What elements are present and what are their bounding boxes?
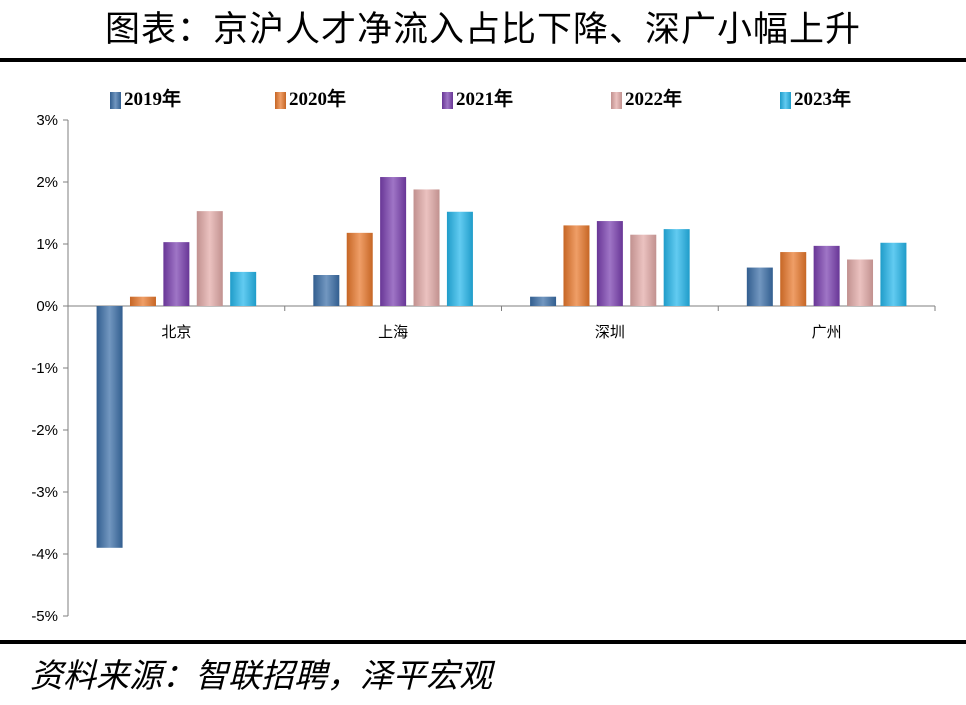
bar-2020年-广州 — [780, 252, 807, 306]
bar-2019年-北京 — [96, 306, 123, 548]
y-tick-label: -4% — [31, 546, 58, 563]
bar-2021年-北京 — [163, 242, 190, 306]
bar-2021年-广州 — [813, 245, 840, 306]
legend-item: 2019年 — [110, 86, 181, 114]
bar-2019年-上海 — [313, 275, 340, 306]
legend-label: 2022年 — [625, 89, 683, 110]
category-label: 深圳 — [595, 323, 625, 341]
bar-2022年-北京 — [196, 211, 223, 306]
bar-2023年-上海 — [446, 211, 473, 306]
bar-2023年-广州 — [880, 242, 907, 306]
bar-chart: 3% 2% 1% 0% -1% -2% -3% -4% -5% 北京 上海 深圳 广州 — [31, 112, 936, 625]
bar-2023年-深圳 — [663, 229, 690, 306]
bar-2019年-深圳 — [530, 296, 557, 306]
bar-2020年-深圳 — [563, 225, 590, 306]
y-tick-label: 2% — [36, 174, 58, 191]
legend-label: 2021年 — [456, 89, 514, 110]
bar-2022年-上海 — [413, 189, 440, 306]
legend-label: 2023年 — [794, 89, 852, 110]
chart-title: 图表：京沪人才净流入占比下降、深广小幅上升 — [104, 10, 861, 50]
legend-label: 2020年 — [289, 89, 347, 110]
category-label: 上海 — [378, 323, 408, 341]
bar-2020年-上海 — [346, 232, 373, 306]
legend-item: 2021年 — [442, 86, 513, 114]
bar-2020年-北京 — [129, 296, 156, 306]
legend-swatch — [110, 91, 121, 109]
legend-swatch — [275, 91, 286, 109]
legend-swatch — [611, 91, 622, 109]
category-label: 广州 — [812, 323, 842, 341]
y-tick-label: 0% — [36, 298, 58, 315]
source-note: 资料来源：智联招聘，泽平宏观 — [30, 656, 492, 695]
legend: 2019年 2020年 2021年 2022年 2023年 — [0, 86, 966, 114]
bottom-divider — [0, 640, 966, 644]
category-label: 北京 — [161, 323, 191, 341]
y-tick-label: -5% — [31, 608, 58, 625]
y-tick-label: -1% — [31, 360, 58, 377]
y-tick-label: 3% — [36, 112, 58, 129]
bar-2022年-深圳 — [630, 234, 657, 306]
y-tick-label: -3% — [31, 484, 58, 501]
bar-2021年-深圳 — [596, 221, 623, 306]
bar-2021年-上海 — [380, 177, 407, 306]
legend-item: 2020年 — [275, 86, 346, 114]
legend-item: 2023年 — [780, 86, 851, 114]
bar-2023年-北京 — [230, 271, 257, 306]
y-tick-label: -2% — [31, 422, 58, 439]
legend-swatch — [442, 91, 453, 109]
legend-item: 2022年 — [611, 86, 682, 114]
top-divider — [0, 58, 966, 62]
bar-2022年-广州 — [847, 259, 874, 306]
bar-2019年-广州 — [746, 267, 773, 306]
legend-swatch — [780, 91, 791, 109]
legend-label: 2019年 — [124, 89, 182, 110]
y-tick-label: 1% — [36, 236, 58, 253]
